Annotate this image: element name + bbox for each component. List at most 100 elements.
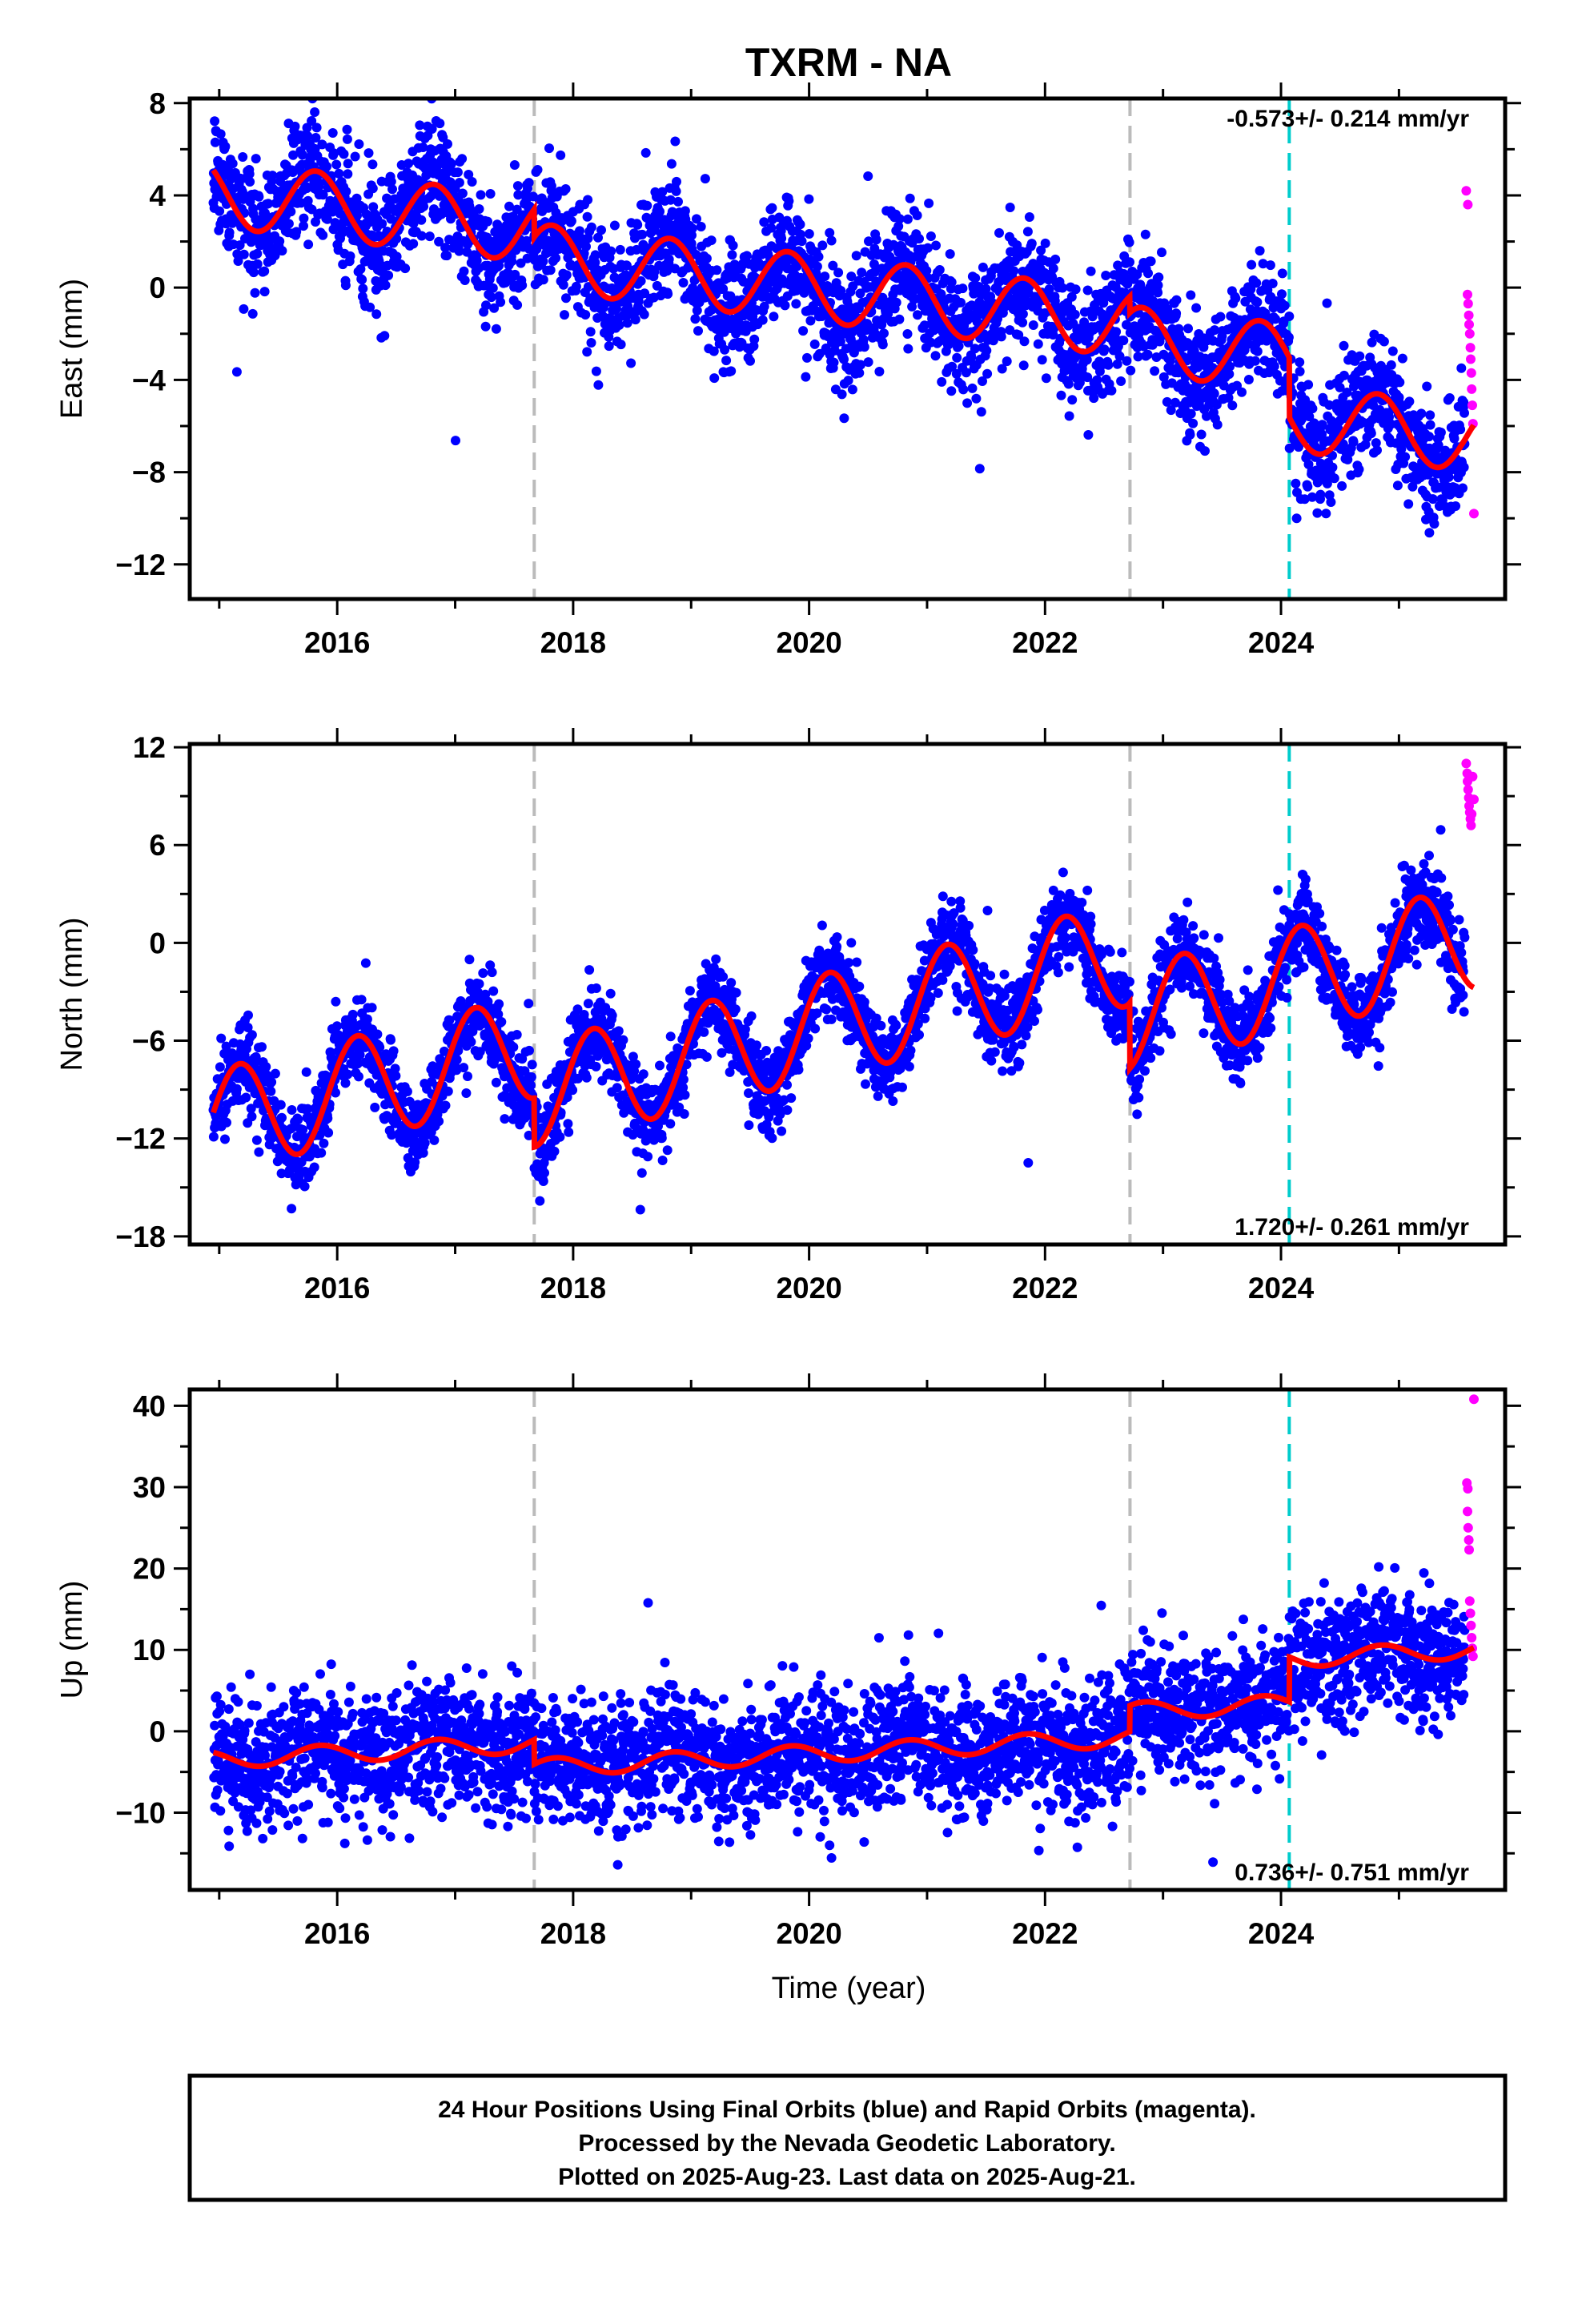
data-point: [1153, 280, 1163, 291]
data-point: [635, 1204, 645, 1215]
data-point: [1150, 366, 1160, 376]
data-point: [829, 357, 839, 368]
data-point: [248, 267, 259, 278]
data-point: [1425, 420, 1435, 430]
data-point: [1210, 325, 1220, 336]
data-point: [1066, 292, 1077, 302]
data-point: [926, 231, 936, 241]
data-point: [406, 78, 416, 87]
data-point: [952, 352, 962, 363]
data-point: [1456, 424, 1466, 435]
data-point: [1277, 268, 1287, 279]
data-point: [215, 206, 225, 216]
rapid-data-point: [1469, 509, 1479, 519]
data-point: [1243, 375, 1254, 384]
data-point: [590, 257, 600, 267]
data-point: [1026, 239, 1037, 249]
data-point: [757, 315, 768, 325]
data-point: [432, 162, 442, 172]
data-point: [1335, 382, 1345, 392]
data-point: [994, 227, 1004, 238]
data-point: [706, 235, 717, 246]
data-point: [538, 1176, 548, 1186]
data-point: [894, 314, 905, 324]
y-tick-label: 8: [149, 87, 166, 120]
rapid-data-point: [1464, 328, 1475, 339]
data-point: [303, 131, 313, 141]
rapid-data-point: [1461, 186, 1472, 196]
data-point: [1458, 483, 1468, 493]
data-point: [485, 189, 496, 199]
data-point: [678, 278, 689, 287]
data-point: [510, 269, 520, 279]
data-point: [857, 267, 867, 278]
data-point: [854, 368, 865, 378]
data-point: [581, 1072, 592, 1083]
data-point: [1291, 513, 1302, 524]
data-point: [440, 243, 451, 253]
data-point: [837, 389, 847, 400]
data-point: [667, 207, 677, 217]
data-point: [558, 279, 568, 290]
data-point: [220, 142, 231, 151]
data-point: [596, 225, 606, 235]
data-point: [435, 119, 445, 129]
data-point: [400, 263, 411, 274]
data-point: [891, 297, 901, 308]
data-point: [966, 352, 977, 363]
data-point: [443, 1086, 453, 1096]
data-point: [817, 240, 828, 251]
data-point: [1186, 290, 1196, 300]
data-point: [231, 367, 242, 377]
data-point: [1126, 365, 1136, 376]
data-point: [238, 152, 248, 162]
data-point: [1422, 381, 1432, 392]
data-point: [386, 176, 396, 187]
data-point: [323, 1128, 334, 1138]
data-point: [583, 195, 593, 205]
data-point: [1294, 442, 1303, 452]
data-point: [1397, 353, 1407, 364]
data-point: [287, 1105, 297, 1115]
data-point: [664, 254, 674, 264]
data-point: [452, 1055, 462, 1065]
data-point: [512, 300, 523, 310]
data-point: [1251, 278, 1262, 288]
data-point: [883, 308, 893, 319]
data-point: [386, 1035, 396, 1045]
data-point: [1252, 297, 1263, 308]
data-point: [463, 1072, 472, 1081]
rapid-data-point: [1463, 299, 1473, 309]
data-point: [488, 283, 498, 293]
data-point: [665, 195, 676, 205]
data-point: [1324, 400, 1335, 410]
data-point: [971, 393, 982, 404]
data-point: [277, 1112, 287, 1123]
data-point: [662, 266, 673, 276]
data-point: [974, 297, 985, 308]
data-point: [1425, 410, 1435, 420]
data-point: [638, 1069, 648, 1080]
data-point: [322, 161, 332, 171]
data-point: [1416, 408, 1427, 419]
rapid-data-point: [1464, 320, 1474, 330]
data-point: [323, 1113, 333, 1124]
data-point: [1171, 308, 1182, 319]
data-point: [1212, 420, 1223, 430]
data-point: [239, 304, 249, 314]
data-point: [367, 159, 378, 170]
data-point: [1427, 494, 1438, 505]
data-point: [316, 77, 326, 86]
data-point: [343, 1069, 353, 1080]
data-point: [434, 236, 444, 247]
data-point: [508, 1042, 519, 1052]
data-point: [585, 327, 596, 337]
data-point: [261, 1062, 271, 1072]
data-point: [488, 986, 499, 996]
data-point: [1317, 420, 1327, 431]
data-point: [1024, 212, 1034, 222]
data-point: [270, 1068, 280, 1079]
data-point: [500, 1114, 510, 1124]
data-point: [305, 78, 315, 88]
data-point: [1049, 324, 1059, 334]
